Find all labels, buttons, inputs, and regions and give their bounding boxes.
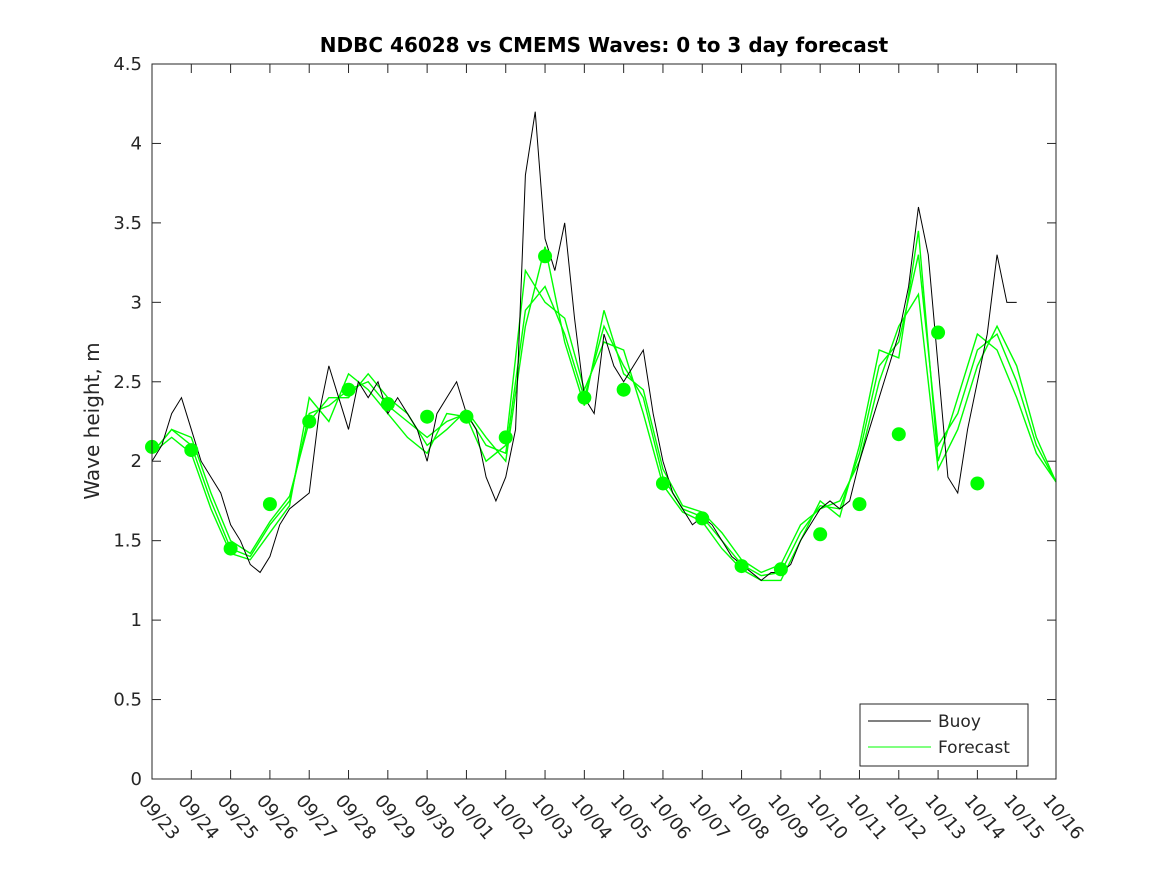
forecast-point: [655, 476, 670, 491]
x-tick-label: 10/01: [449, 791, 498, 844]
plot-frame: [151, 63, 1057, 780]
y-tick-label: 0: [131, 769, 142, 790]
legend-forecast-label: Forecast: [938, 738, 1010, 758]
y-tick-label: 2.5: [113, 372, 142, 393]
x-tick-label: 09/25: [213, 791, 262, 844]
x-tick-label: 09/30: [409, 791, 458, 844]
forecast-point: [931, 325, 946, 340]
forecast-point: [538, 249, 553, 264]
y-tick-label: 0.5: [113, 690, 142, 711]
forecast-point: [262, 497, 277, 512]
legend-buoy-label: Buoy: [938, 712, 981, 732]
x-tick-label: 10/14: [960, 791, 1009, 844]
x-tick-label: 09/29: [370, 791, 419, 844]
x-tick-label: 10/11: [842, 791, 891, 844]
forecast-line-3: [151, 246, 1057, 574]
y-tick-label: 4.5: [113, 54, 142, 75]
y-tick-label: 1: [131, 610, 142, 631]
x-tick-label: 09/27: [291, 791, 340, 844]
x-tick-label: 10/12: [881, 791, 930, 844]
forecast-line-2: [151, 230, 1057, 582]
y-tick-label: 4: [131, 133, 142, 154]
forecast-point: [970, 476, 985, 491]
x-tick-label: 10/16: [1038, 791, 1087, 844]
y-tick-label: 3: [131, 292, 142, 313]
x-tick-label: 10/09: [763, 791, 812, 844]
forecast-point: [852, 497, 867, 512]
forecast-point: [616, 382, 631, 397]
forecast-point: [302, 414, 317, 429]
y-tick-label: 3.5: [113, 213, 142, 234]
forecast-point: [380, 397, 395, 412]
forecast-point: [184, 443, 199, 458]
forecast-point: [891, 427, 906, 442]
x-tick-label: 09/23: [134, 791, 183, 844]
x-tick-label: 10/08: [724, 791, 773, 844]
x-tick-label: 10/04: [567, 791, 616, 844]
chart-title: NDBC 46028 vs CMEMS Waves: 0 to 3 day fo…: [320, 33, 889, 57]
forecast-line-1: [151, 254, 1057, 577]
x-tick-label: 09/28: [331, 791, 380, 844]
x-tick-label: 10/10: [802, 791, 851, 844]
forecast-point: [459, 409, 474, 424]
forecast-point: [695, 511, 710, 526]
x-tick-label: 09/24: [173, 791, 222, 844]
forecast-point: [773, 562, 788, 577]
y-tick-label: 1.5: [113, 531, 142, 552]
x-tick-label: 10/03: [527, 791, 576, 844]
x-tick-label: 10/15: [999, 791, 1048, 844]
forecast-point: [813, 527, 828, 542]
x-tick-label: 10/02: [488, 791, 537, 844]
legend: Buoy Forecast: [859, 703, 1029, 767]
x-tick-label: 10/05: [606, 791, 655, 844]
legend-box: [859, 703, 1029, 767]
y-tick-label: 2: [131, 451, 142, 472]
forecast-point: [341, 382, 356, 397]
x-tick-label: 10/13: [920, 791, 969, 844]
forecast-point: [577, 390, 592, 405]
x-tick-label: 10/06: [645, 791, 694, 844]
x-tick-label: 09/26: [252, 791, 301, 844]
forecast-point: [498, 430, 513, 445]
y-axis-label: Wave height, m: [80, 342, 104, 499]
forecast-point: [420, 409, 435, 424]
forecast-point: [223, 541, 238, 556]
forecast-point: [734, 559, 749, 574]
x-tick-label: 10/07: [684, 791, 733, 844]
